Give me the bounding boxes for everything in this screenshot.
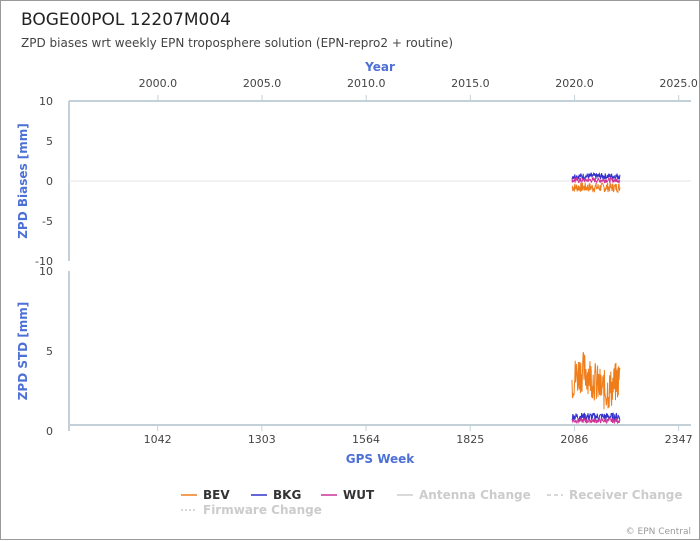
std-series-bev — [571, 351, 621, 410]
std-y-tick-label: 10 — [39, 265, 53, 278]
std-y-axis-title: ZPD STD [mm] — [16, 302, 30, 401]
year-tick-label: 2010.0 — [347, 77, 386, 90]
legend-item-receiver-change[interactable]: Receiver Change — [547, 488, 683, 502]
year-tick-label: 2025.0 — [659, 77, 698, 90]
bias-y-tick-labels: 10 5 0 -5 -10 — [35, 95, 53, 268]
year-tick-label: 2020.0 — [555, 77, 594, 90]
legend-item-bkg[interactable]: BKG — [251, 488, 301, 502]
legend-label: BEV — [203, 488, 230, 502]
std-series — [571, 351, 621, 425]
top-axis-title: Year — [364, 60, 395, 74]
gps-week-tick-label: 2347 — [665, 433, 693, 446]
std-panel: 10 5 0 1042 1303 1564 1825 2086 2347 ZPD STD [m… — [16, 265, 693, 466]
bias-series-bkg — [571, 171, 621, 181]
gps-week-tick-label: 1042 — [144, 433, 172, 446]
bias-y-tick-label: -5 — [42, 215, 53, 228]
std-y-tick-labels: 10 5 0 — [39, 265, 53, 438]
year-tick-label: 2015.0 — [451, 77, 490, 90]
year-tick-labels: 2000.0 2005.0 2010.0 2015.0 2020.0 2025.0 — [139, 77, 698, 101]
bias-y-axis-title: ZPD Biases [mm] — [16, 123, 30, 239]
year-tick-label: 2000.0 — [139, 77, 178, 90]
bias-series — [571, 171, 621, 194]
std-series-wut — [571, 416, 621, 425]
chart-subtitle: ZPD biases wrt weekly EPN troposphere so… — [21, 36, 453, 50]
bias-panel: Year 2000.0 2005.0 2010.0 2015.0 2020.0 2025.… — [16, 60, 698, 268]
gps-week-tick-label: 1564 — [352, 433, 380, 446]
legend-label: BKG — [273, 488, 301, 502]
chart-title: BOGE00POL 12207M004 — [21, 10, 231, 30]
bias-series-wut — [571, 176, 621, 185]
bias-y-tick-label: 10 — [39, 95, 53, 108]
std-y-tick-label: 5 — [46, 345, 53, 358]
gps-week-tick-label: 1825 — [456, 433, 484, 446]
credits: © EPN Central — [626, 527, 691, 537]
legend-label: Firmware Change — [203, 503, 322, 517]
bias-series-bev — [571, 181, 621, 194]
gps-week-tick-labels: 1042 1303 1564 1825 2086 2347 — [144, 425, 693, 446]
year-tick-label: 2005.0 — [243, 77, 282, 90]
legend-item-antenna-change[interactable]: Antenna Change — [397, 488, 531, 502]
x-axis-title: GPS Week — [346, 452, 416, 466]
gps-week-tick-label: 1303 — [248, 433, 276, 446]
gps-week-tick-label: 2086 — [560, 433, 588, 446]
std-y-tick-label: 0 — [46, 425, 53, 438]
legend-label: Receiver Change — [569, 488, 683, 502]
legend-item-wut[interactable]: WUT — [321, 488, 375, 502]
bias-y-tick-label: -10 — [35, 255, 53, 268]
legend-label: Antenna Change — [419, 488, 531, 502]
legend-label: WUT — [343, 488, 375, 502]
legend-item-firmware-change[interactable]: Firmware Change — [181, 503, 322, 517]
bias-y-tick-label: 5 — [46, 135, 53, 148]
bias-y-tick-label: 0 — [46, 175, 53, 188]
legend: BEV BKG WUT Antenna Change Receiver Change Fi… — [181, 488, 683, 517]
legend-item-bev[interactable]: BEV — [181, 488, 230, 502]
